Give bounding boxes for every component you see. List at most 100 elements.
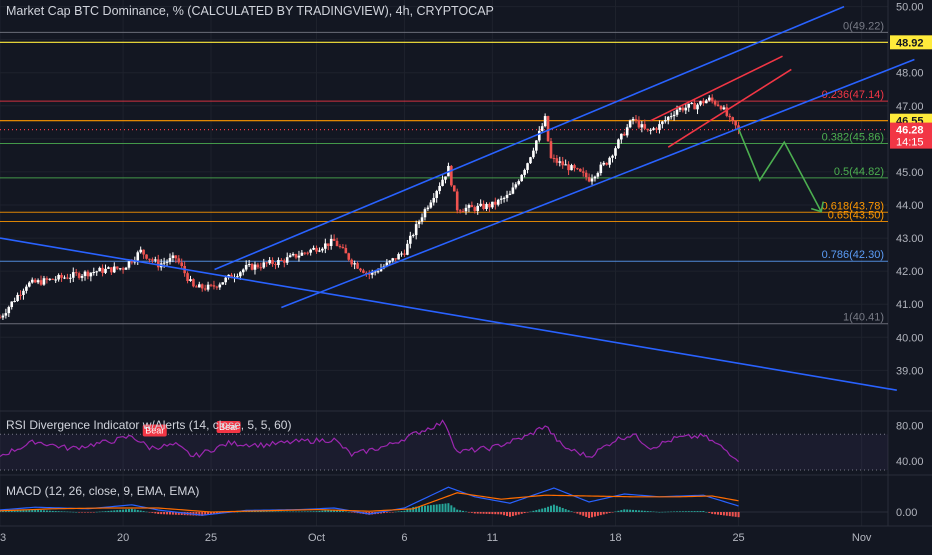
x-tick-label: 18 [609,532,621,544]
candle-body [78,273,81,278]
macd-histogram-bar [573,512,575,513]
macd-histogram-bar [579,512,581,515]
y-tick-label: 45.00 [896,167,924,179]
candle-body [163,263,166,264]
candle-body [16,295,19,301]
macd-histogram-bar [119,510,121,512]
macd-histogram-bar [585,512,587,517]
macd-histogram-bar [131,509,133,512]
candle-body [301,253,304,256]
macd-histogram-bar [342,511,344,512]
candle-body [104,269,107,273]
macd-histogram-bar [550,506,552,512]
candle-body [421,217,424,221]
macd-histogram-bar [518,512,520,515]
macd-histogram-bar [395,512,397,513]
macd-histogram-bar [401,511,403,512]
fib-level-label: 0.236(47.14) [822,89,884,101]
macd-histogram-bar [447,503,449,512]
macd-histogram-bar [705,512,707,513]
candle-body [101,268,104,273]
macd-histogram-bar [503,512,505,515]
macd-histogram-bar [673,511,675,512]
fib-level-label: 0.786(42.30) [822,249,884,261]
macd-histogram-bar [612,512,614,513]
candle-body [22,291,25,295]
macd-histogram-bar [143,511,145,512]
macd-histogram-bar [406,509,408,512]
candle-body [641,124,644,127]
candle-body [43,278,46,284]
candle-body [213,285,216,286]
macd-histogram-bar [708,512,710,513]
candle-body [652,128,655,129]
candle-body [306,253,309,254]
candle-body [550,141,553,158]
macd-histogram-bar [46,511,48,512]
macd-histogram-bar [547,507,549,512]
macd-histogram-bar [532,511,534,512]
candle-body [2,316,5,318]
candle-body [254,265,257,270]
candle-body [312,248,315,250]
candle-body [611,156,614,158]
candle-body [210,285,213,286]
macd-histogram-bar [280,511,282,512]
candle-body [277,260,280,265]
candle-body [321,249,324,251]
candle-body [350,260,353,265]
candle-body [708,98,711,101]
macd-histogram-bar [105,511,107,512]
candle-body [19,295,22,296]
macd-histogram-bar [597,512,599,516]
candle-body [512,187,515,193]
candle-body [139,250,142,253]
candle-body [687,104,690,108]
macd-histogram-bar [69,512,71,513]
macd-histogram-bar [272,511,274,512]
macd-histogram-bar [107,511,109,512]
macd-histogram-bar [629,510,631,512]
macd-histogram-bar [304,511,306,512]
y-tick-label: 44.00 [896,200,924,212]
macd-histogram-bar [556,506,558,512]
macd-histogram-bar [154,512,156,513]
candle-body [655,128,658,130]
macd-histogram-bar [494,512,496,514]
y-tick-label: 40.00 [896,332,924,344]
macd-histogram-bar [483,512,485,514]
macd-histogram-bar [427,505,429,512]
x-tick-label: Nov [852,532,872,544]
macd-histogram-bar [568,510,570,512]
candle-body [450,166,453,185]
candle-body [40,280,43,284]
candle-body [298,256,301,258]
candle-body [107,267,110,269]
candle-body [166,262,169,263]
candle-body [280,260,283,261]
macd-histogram-bar [87,512,89,513]
candle-body [46,278,49,279]
candle-body [585,173,588,177]
candle-body [623,134,626,136]
candle-body [356,263,359,268]
candle-body [0,317,1,318]
rsi-pane-label: RSI Divergence Indicator w/Alerts (14, c… [6,418,291,432]
macd-histogram-bar [697,511,699,512]
macd-histogram-bar [606,512,608,514]
macd-histogram-bar [90,512,92,513]
macd-histogram-bar [527,512,529,513]
candle-body [353,263,356,264]
macd-histogram-bar [535,510,537,512]
candle-body [391,258,394,260]
candle-body [75,272,78,273]
candle-body [207,285,210,290]
macd-histogram-bar [266,511,268,512]
macd-histogram-bar [670,512,672,513]
candle-body [406,244,409,255]
macd-histogram-bar [318,511,320,512]
candle-body [98,268,101,271]
candle-body [720,106,723,109]
